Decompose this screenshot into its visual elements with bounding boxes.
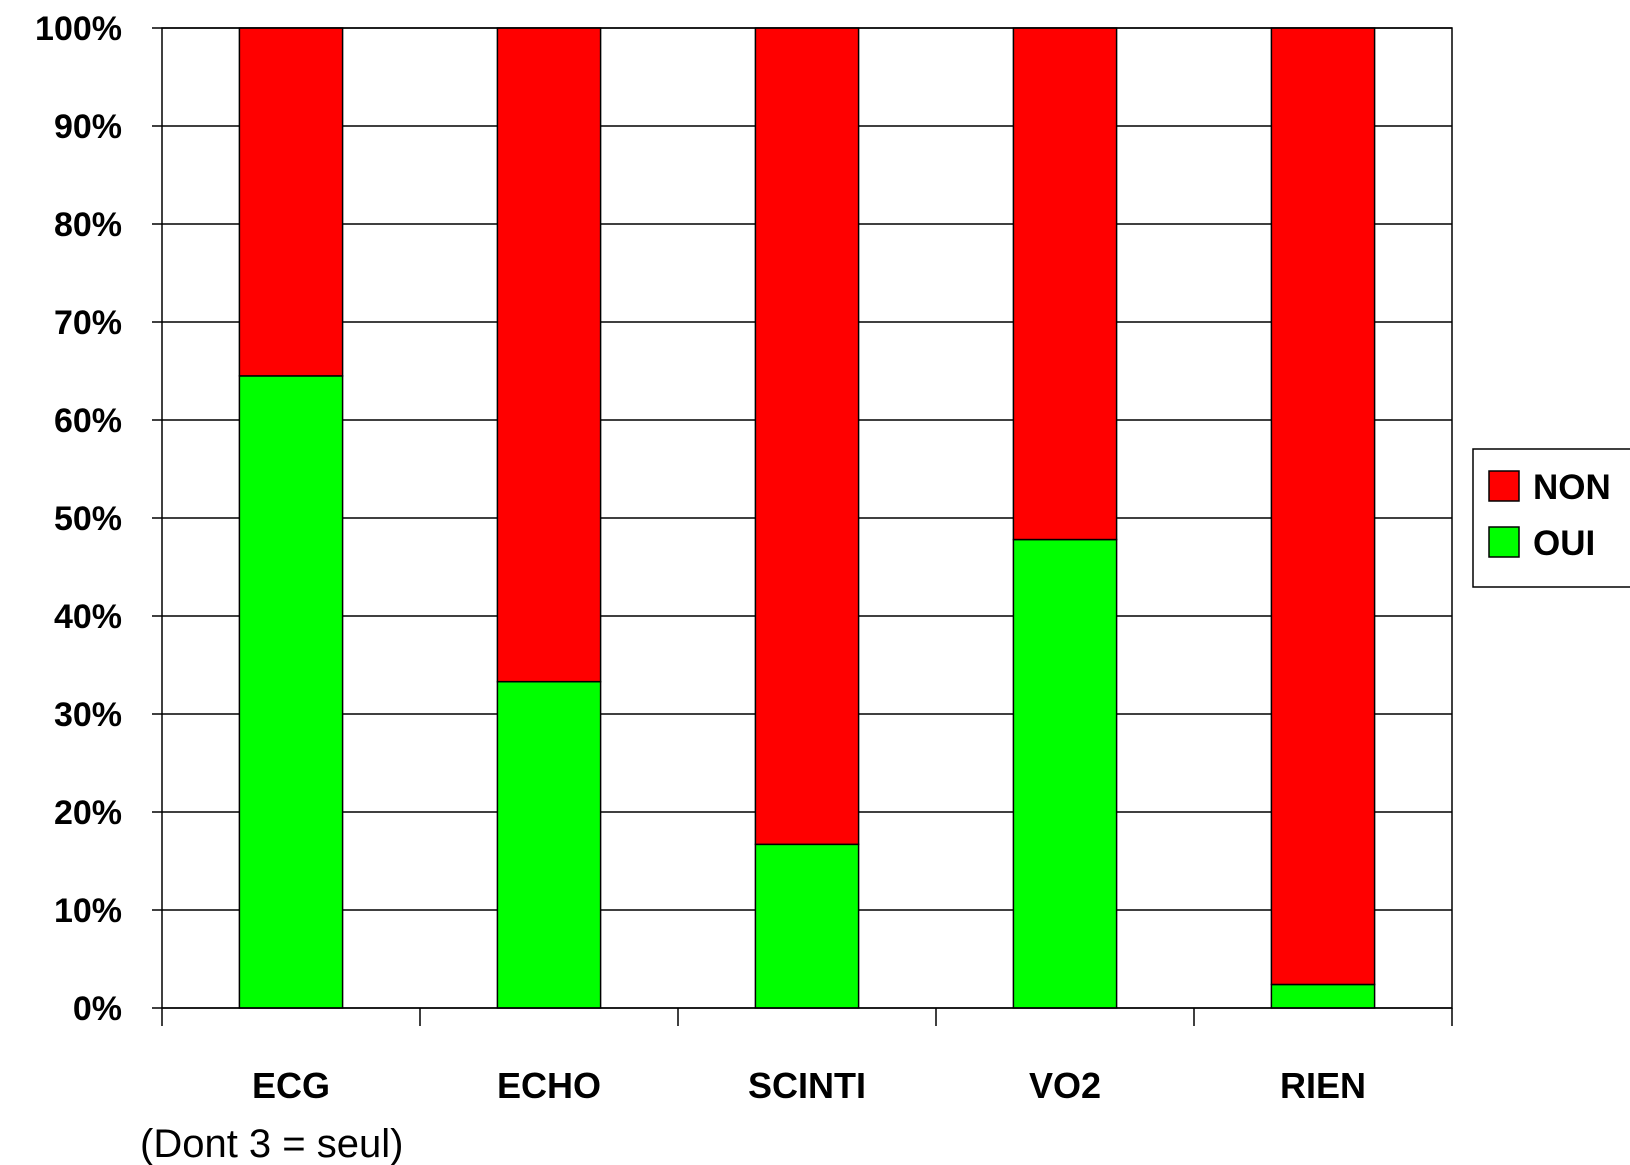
x-category-label: ECHO xyxy=(497,1065,601,1106)
y-tick-labels: 0% 10% 20% 30% 40% 50% 60% 70% 80% 90% 100% xyxy=(35,10,122,1028)
legend-label-non: NON xyxy=(1533,468,1611,507)
bar-segment-oui-scinti xyxy=(755,844,858,1008)
y-tick-label: 50% xyxy=(54,500,122,538)
x-category-label: ECG xyxy=(252,1065,330,1106)
y-tick-label: 20% xyxy=(54,794,122,832)
y-tick-label: 40% xyxy=(54,598,122,636)
x-category-label: RIEN xyxy=(1280,1065,1366,1106)
x-category-labels: ECG ECHO SCINTI VO2 RIEN xyxy=(252,1065,1366,1106)
annotation-note: (Dont 3 = seul) xyxy=(140,1122,403,1165)
x-category-label: VO2 xyxy=(1029,1065,1101,1106)
bar-segment-non-echo xyxy=(497,28,600,682)
y-tick-label: 80% xyxy=(54,206,122,244)
bar-segment-oui-ecg xyxy=(239,376,342,1008)
y-tick-label: 60% xyxy=(54,402,122,440)
legend-swatch-non xyxy=(1489,471,1519,501)
bar-segment-non-ecg xyxy=(239,28,342,376)
bar-segment-oui-vo2 xyxy=(1013,540,1116,1008)
x-category-label: SCINTI xyxy=(748,1065,866,1106)
y-tick-label: 10% xyxy=(54,892,122,930)
y-tick-label: 90% xyxy=(54,108,122,146)
y-tick-label: 100% xyxy=(35,10,122,48)
legend-label-oui: OUI xyxy=(1533,524,1595,563)
legend: NON OUI xyxy=(1473,449,1630,587)
y-tick-label: 70% xyxy=(54,304,122,342)
bar-segment-non-rien xyxy=(1271,28,1374,984)
bar-segment-non-vo2 xyxy=(1013,28,1116,540)
y-tick-label: 0% xyxy=(73,990,122,1028)
bar-segment-oui-echo xyxy=(497,682,600,1008)
bar-segment-non-scinti xyxy=(755,28,858,844)
legend-swatch-oui xyxy=(1489,527,1519,557)
y-tick-label: 30% xyxy=(54,696,122,734)
bar-segment-oui-rien xyxy=(1271,984,1374,1008)
